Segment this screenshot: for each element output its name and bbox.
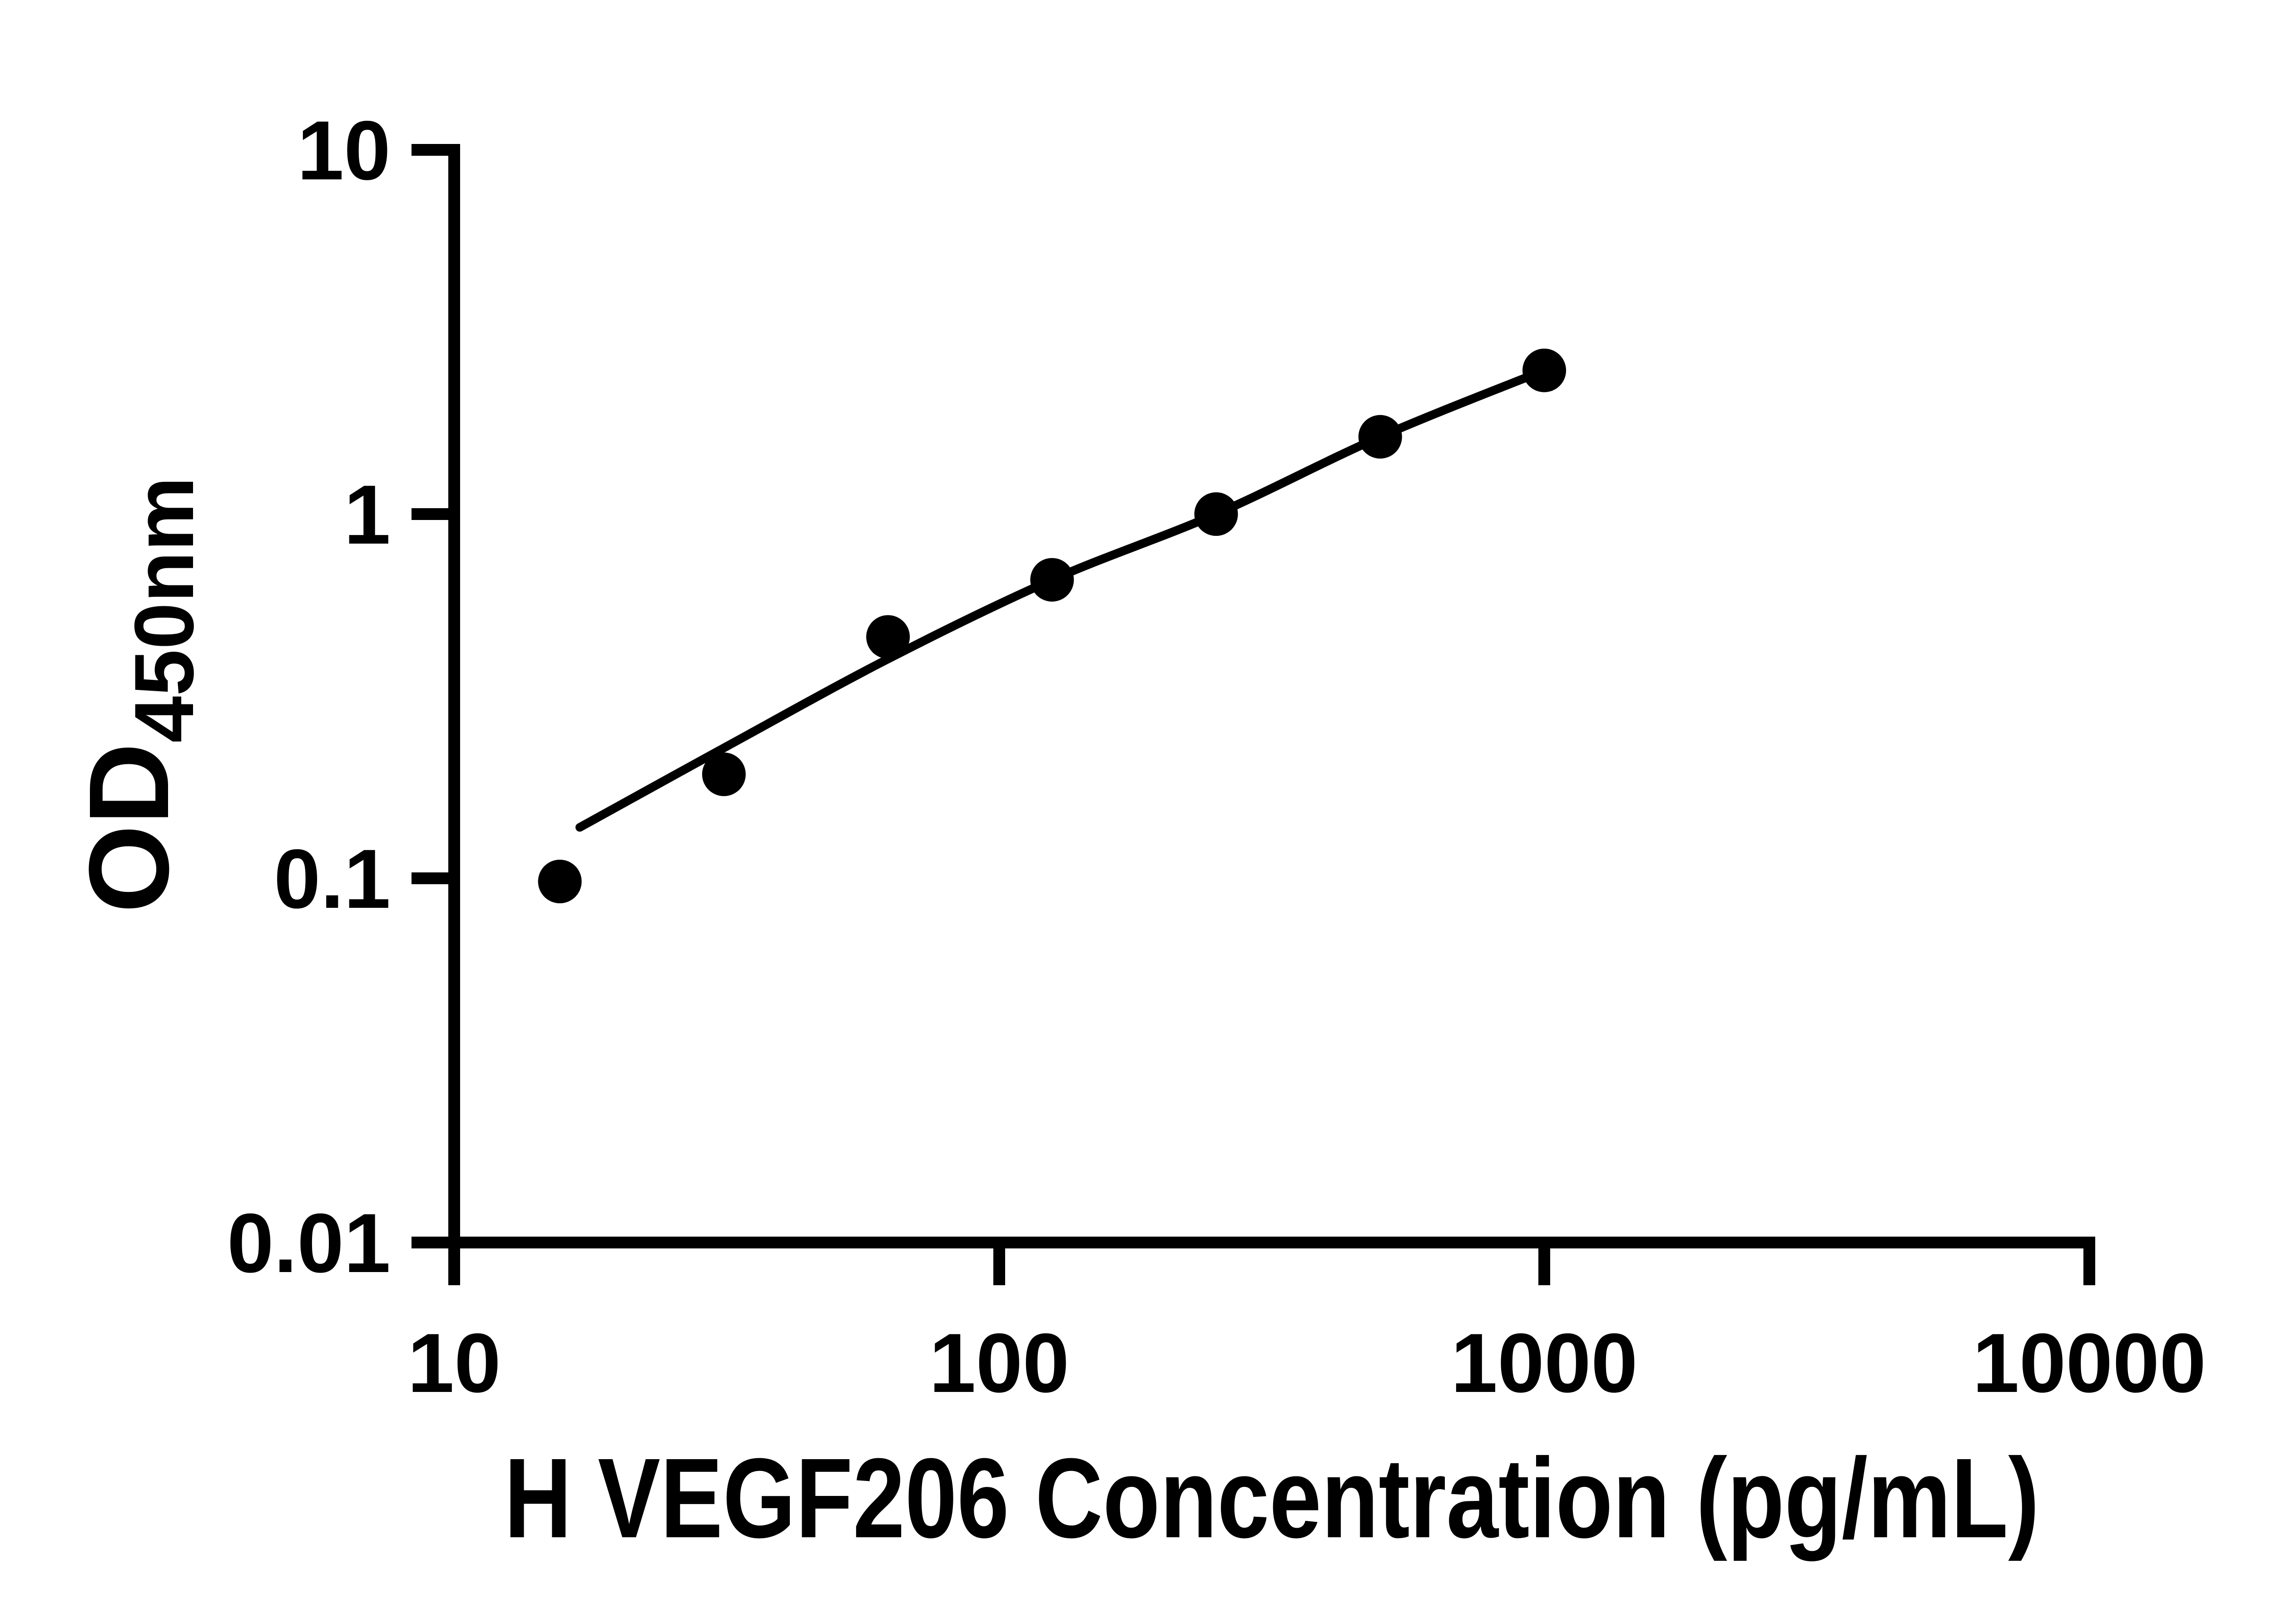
data-point	[702, 753, 746, 796]
y-axis-tick-label: 0.01	[227, 1197, 391, 1290]
x-axis-tick-label: 10000	[1973, 1317, 2206, 1410]
y-axis-title-main: OD	[65, 743, 192, 913]
y-axis-tick-label: 1	[344, 468, 391, 562]
x-axis-tick-label: 1000	[1451, 1317, 1638, 1410]
data-point	[1194, 492, 1238, 536]
y-axis-tick-label: 10	[297, 104, 391, 198]
data-point	[866, 615, 910, 659]
data-point	[538, 860, 582, 903]
x-axis-title: H VEGF206 Concentration (pg/mL)	[504, 1435, 2039, 1561]
y-axis-tick-label: 0.1	[274, 832, 391, 926]
y-axis-title-subscript: 450nm	[118, 476, 211, 743]
data-point	[1522, 348, 1566, 392]
data-point	[1358, 415, 1402, 459]
x-axis-tick-label: 100	[929, 1317, 1070, 1410]
axes-frame	[412, 144, 2095, 1285]
data-point	[1030, 558, 1074, 602]
x-axis-tick-label: 10	[407, 1317, 501, 1410]
y-axis-title: OD450nm	[65, 476, 211, 913]
